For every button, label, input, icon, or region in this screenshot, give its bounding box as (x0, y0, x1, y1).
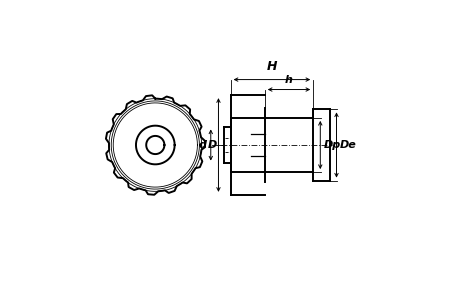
Text: D: D (208, 140, 217, 150)
Text: De: De (340, 140, 357, 150)
Text: h: h (285, 75, 293, 85)
Text: H: H (267, 60, 277, 73)
Text: d: d (198, 140, 207, 150)
Bar (231, 95, 265, 195)
Text: Dp: Dp (324, 140, 341, 150)
